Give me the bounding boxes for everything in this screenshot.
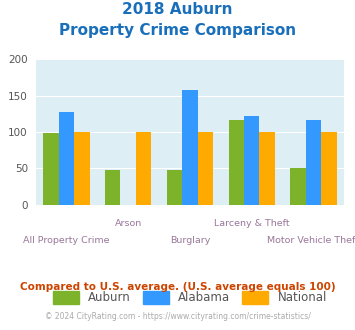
Bar xyxy=(59,113,74,205)
Bar xyxy=(136,132,151,205)
Text: Burglary: Burglary xyxy=(170,236,210,245)
Bar xyxy=(290,168,306,205)
Text: Larceny & Theft: Larceny & Theft xyxy=(214,219,290,228)
Bar xyxy=(198,132,213,205)
Text: Compared to U.S. average. (U.S. average equals 100): Compared to U.S. average. (U.S. average … xyxy=(20,282,335,292)
Legend: Auburn, Alabama, National: Auburn, Alabama, National xyxy=(48,286,332,309)
Bar xyxy=(43,133,59,205)
Bar xyxy=(306,120,321,205)
Bar xyxy=(321,132,337,205)
Bar xyxy=(244,116,260,205)
Text: 2018 Auburn: 2018 Auburn xyxy=(122,2,233,16)
Text: Property Crime Comparison: Property Crime Comparison xyxy=(59,23,296,38)
Bar xyxy=(74,132,89,205)
Text: Motor Vehicle Theft: Motor Vehicle Theft xyxy=(267,236,355,245)
Bar xyxy=(105,170,120,205)
Bar xyxy=(182,90,198,205)
Text: Arson: Arson xyxy=(115,219,142,228)
Bar xyxy=(167,170,182,205)
Text: © 2024 CityRating.com - https://www.cityrating.com/crime-statistics/: © 2024 CityRating.com - https://www.city… xyxy=(45,312,310,321)
Bar xyxy=(229,120,244,205)
Text: All Property Crime: All Property Crime xyxy=(23,236,110,245)
Bar xyxy=(260,132,275,205)
